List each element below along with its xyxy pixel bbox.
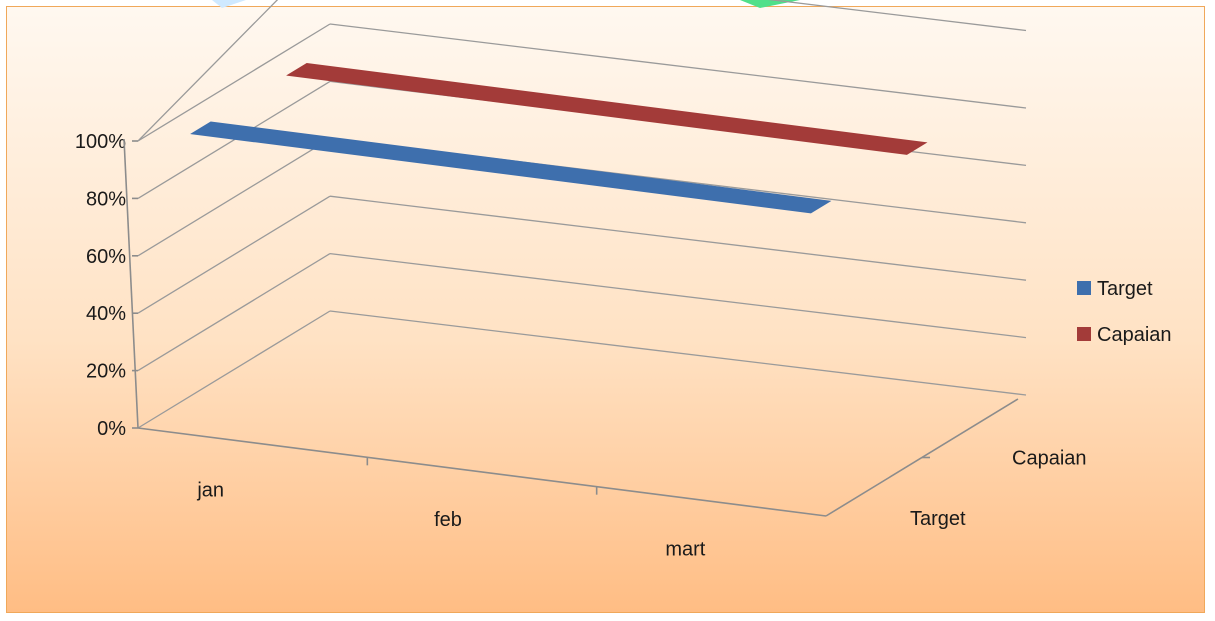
gridline-side-top <box>137 0 279 142</box>
ytick-label-2: 40% <box>86 303 126 325</box>
gridline-back-2 <box>329 195 1027 281</box>
xtick-label-feb: feb <box>434 509 462 531</box>
gridline-back-0 <box>329 310 1027 396</box>
gridline-side-5 <box>137 23 331 142</box>
ytick-label-5: 100% <box>75 131 126 153</box>
gridline-back-top <box>767 0 1027 32</box>
ytick-label-0: 0% <box>97 418 126 440</box>
series-surface-capaian <box>286 62 928 155</box>
ztick-label-capaian: Capaian <box>1012 447 1087 469</box>
legend-swatch-capaian <box>1077 327 1091 341</box>
gridline-side-3 <box>137 138 331 257</box>
xtick-label-jan: jan <box>196 480 224 502</box>
ytick-label-1: 20% <box>86 361 126 383</box>
legend-label-capaian: Capaian <box>1097 324 1172 346</box>
ztick-label-target: Target <box>910 508 966 530</box>
x-axis-line <box>137 427 827 517</box>
legend-swatch-target <box>1077 281 1091 295</box>
ytick-label-3: 60% <box>86 246 126 268</box>
legend-label-target: Target <box>1097 278 1153 300</box>
series-surface-target <box>190 121 832 214</box>
xtick-label-mart: mart <box>665 538 705 560</box>
accent-mark-blue <box>212 0 246 8</box>
gridline-side-0 <box>137 310 331 429</box>
ytick-label-4: 80% <box>86 188 126 210</box>
gridline-back-5 <box>329 23 1027 109</box>
gridline-side-1 <box>137 253 331 372</box>
gridline-back-1 <box>329 252 1027 339</box>
gridline-side-2 <box>137 195 331 314</box>
y-axis-line <box>123 138 139 429</box>
gridline-side-4 <box>137 80 331 199</box>
